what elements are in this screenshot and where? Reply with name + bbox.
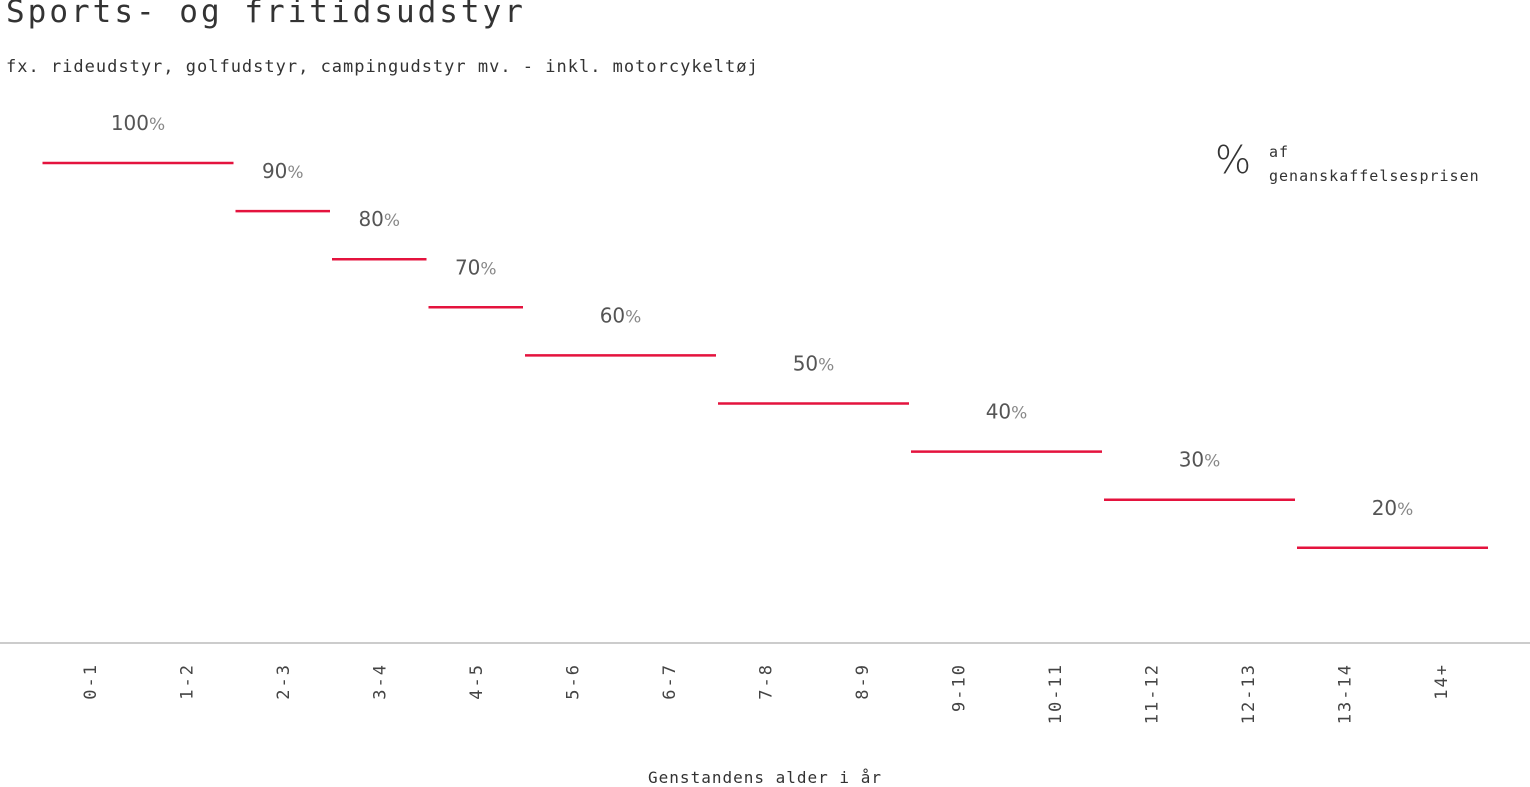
x-tick-label: 5-6 bbox=[563, 663, 583, 700]
data-label: 60% bbox=[600, 303, 642, 327]
data-label-suffix: % bbox=[1204, 452, 1220, 472]
chart-title: Sports- og fritidsudstyr bbox=[6, 0, 526, 30]
chart-subtitle: fx. rideudstyr, golfudstyr, campingudsty… bbox=[6, 57, 759, 77]
data-label-value: 100 bbox=[111, 111, 149, 135]
data-label-value: 40 bbox=[986, 400, 1011, 424]
data-label-suffix: % bbox=[1011, 404, 1027, 424]
x-tick-label: 12-13 bbox=[1239, 663, 1259, 724]
x-tick-label: 13-14 bbox=[1335, 663, 1355, 724]
data-label-value: 90 bbox=[262, 159, 287, 183]
x-tick-label: 8-9 bbox=[853, 663, 873, 700]
percent-symbol: % bbox=[1215, 138, 1252, 182]
data-label-suffix: % bbox=[625, 307, 641, 327]
x-tick-label: 0-1 bbox=[81, 663, 101, 700]
data-label-value: 20 bbox=[1372, 496, 1397, 520]
x-tick-label: 2-3 bbox=[274, 663, 294, 700]
data-label: 30% bbox=[1179, 448, 1221, 472]
x-tick-label: 11-12 bbox=[1142, 663, 1162, 724]
data-label-suffix: % bbox=[1397, 500, 1413, 520]
data-label-value: 80 bbox=[358, 207, 383, 231]
x-tick-label: 10-11 bbox=[1046, 663, 1066, 724]
x-tick-label: 4-5 bbox=[467, 663, 487, 700]
x-tick-label: 6-7 bbox=[660, 663, 680, 700]
data-label: 70% bbox=[455, 255, 497, 279]
data-label-suffix: % bbox=[818, 356, 834, 376]
x-tick-label: 1-2 bbox=[177, 663, 197, 700]
data-label-value: 50 bbox=[793, 352, 818, 376]
data-label: 40% bbox=[986, 400, 1028, 424]
x-tick-label: 9-10 bbox=[949, 663, 969, 712]
unit-legend-text: af genanskaffelsesprisen bbox=[1269, 143, 1480, 185]
data-label-value: 30 bbox=[1179, 448, 1204, 472]
x-tick-label: 14+ bbox=[1432, 663, 1452, 700]
data-label: 80% bbox=[358, 207, 400, 231]
x-tick-label: 3-4 bbox=[370, 663, 390, 700]
data-label-value: 60 bbox=[600, 303, 625, 327]
data-label-value: 70 bbox=[455, 255, 480, 279]
data-label: 90% bbox=[262, 159, 304, 183]
data-label-suffix: % bbox=[149, 115, 165, 135]
data-label: 50% bbox=[793, 352, 835, 376]
x-tick-label: 7-8 bbox=[756, 663, 776, 700]
data-label: 100% bbox=[111, 111, 165, 135]
data-label-suffix: % bbox=[384, 211, 400, 231]
data-label: 20% bbox=[1372, 496, 1414, 520]
data-label-suffix: % bbox=[287, 163, 303, 183]
x-axis-title: Genstandens alder i år bbox=[648, 768, 882, 787]
data-label-suffix: % bbox=[480, 259, 496, 279]
unit-legend: % af genanskaffelsesprisen bbox=[1215, 138, 1515, 198]
